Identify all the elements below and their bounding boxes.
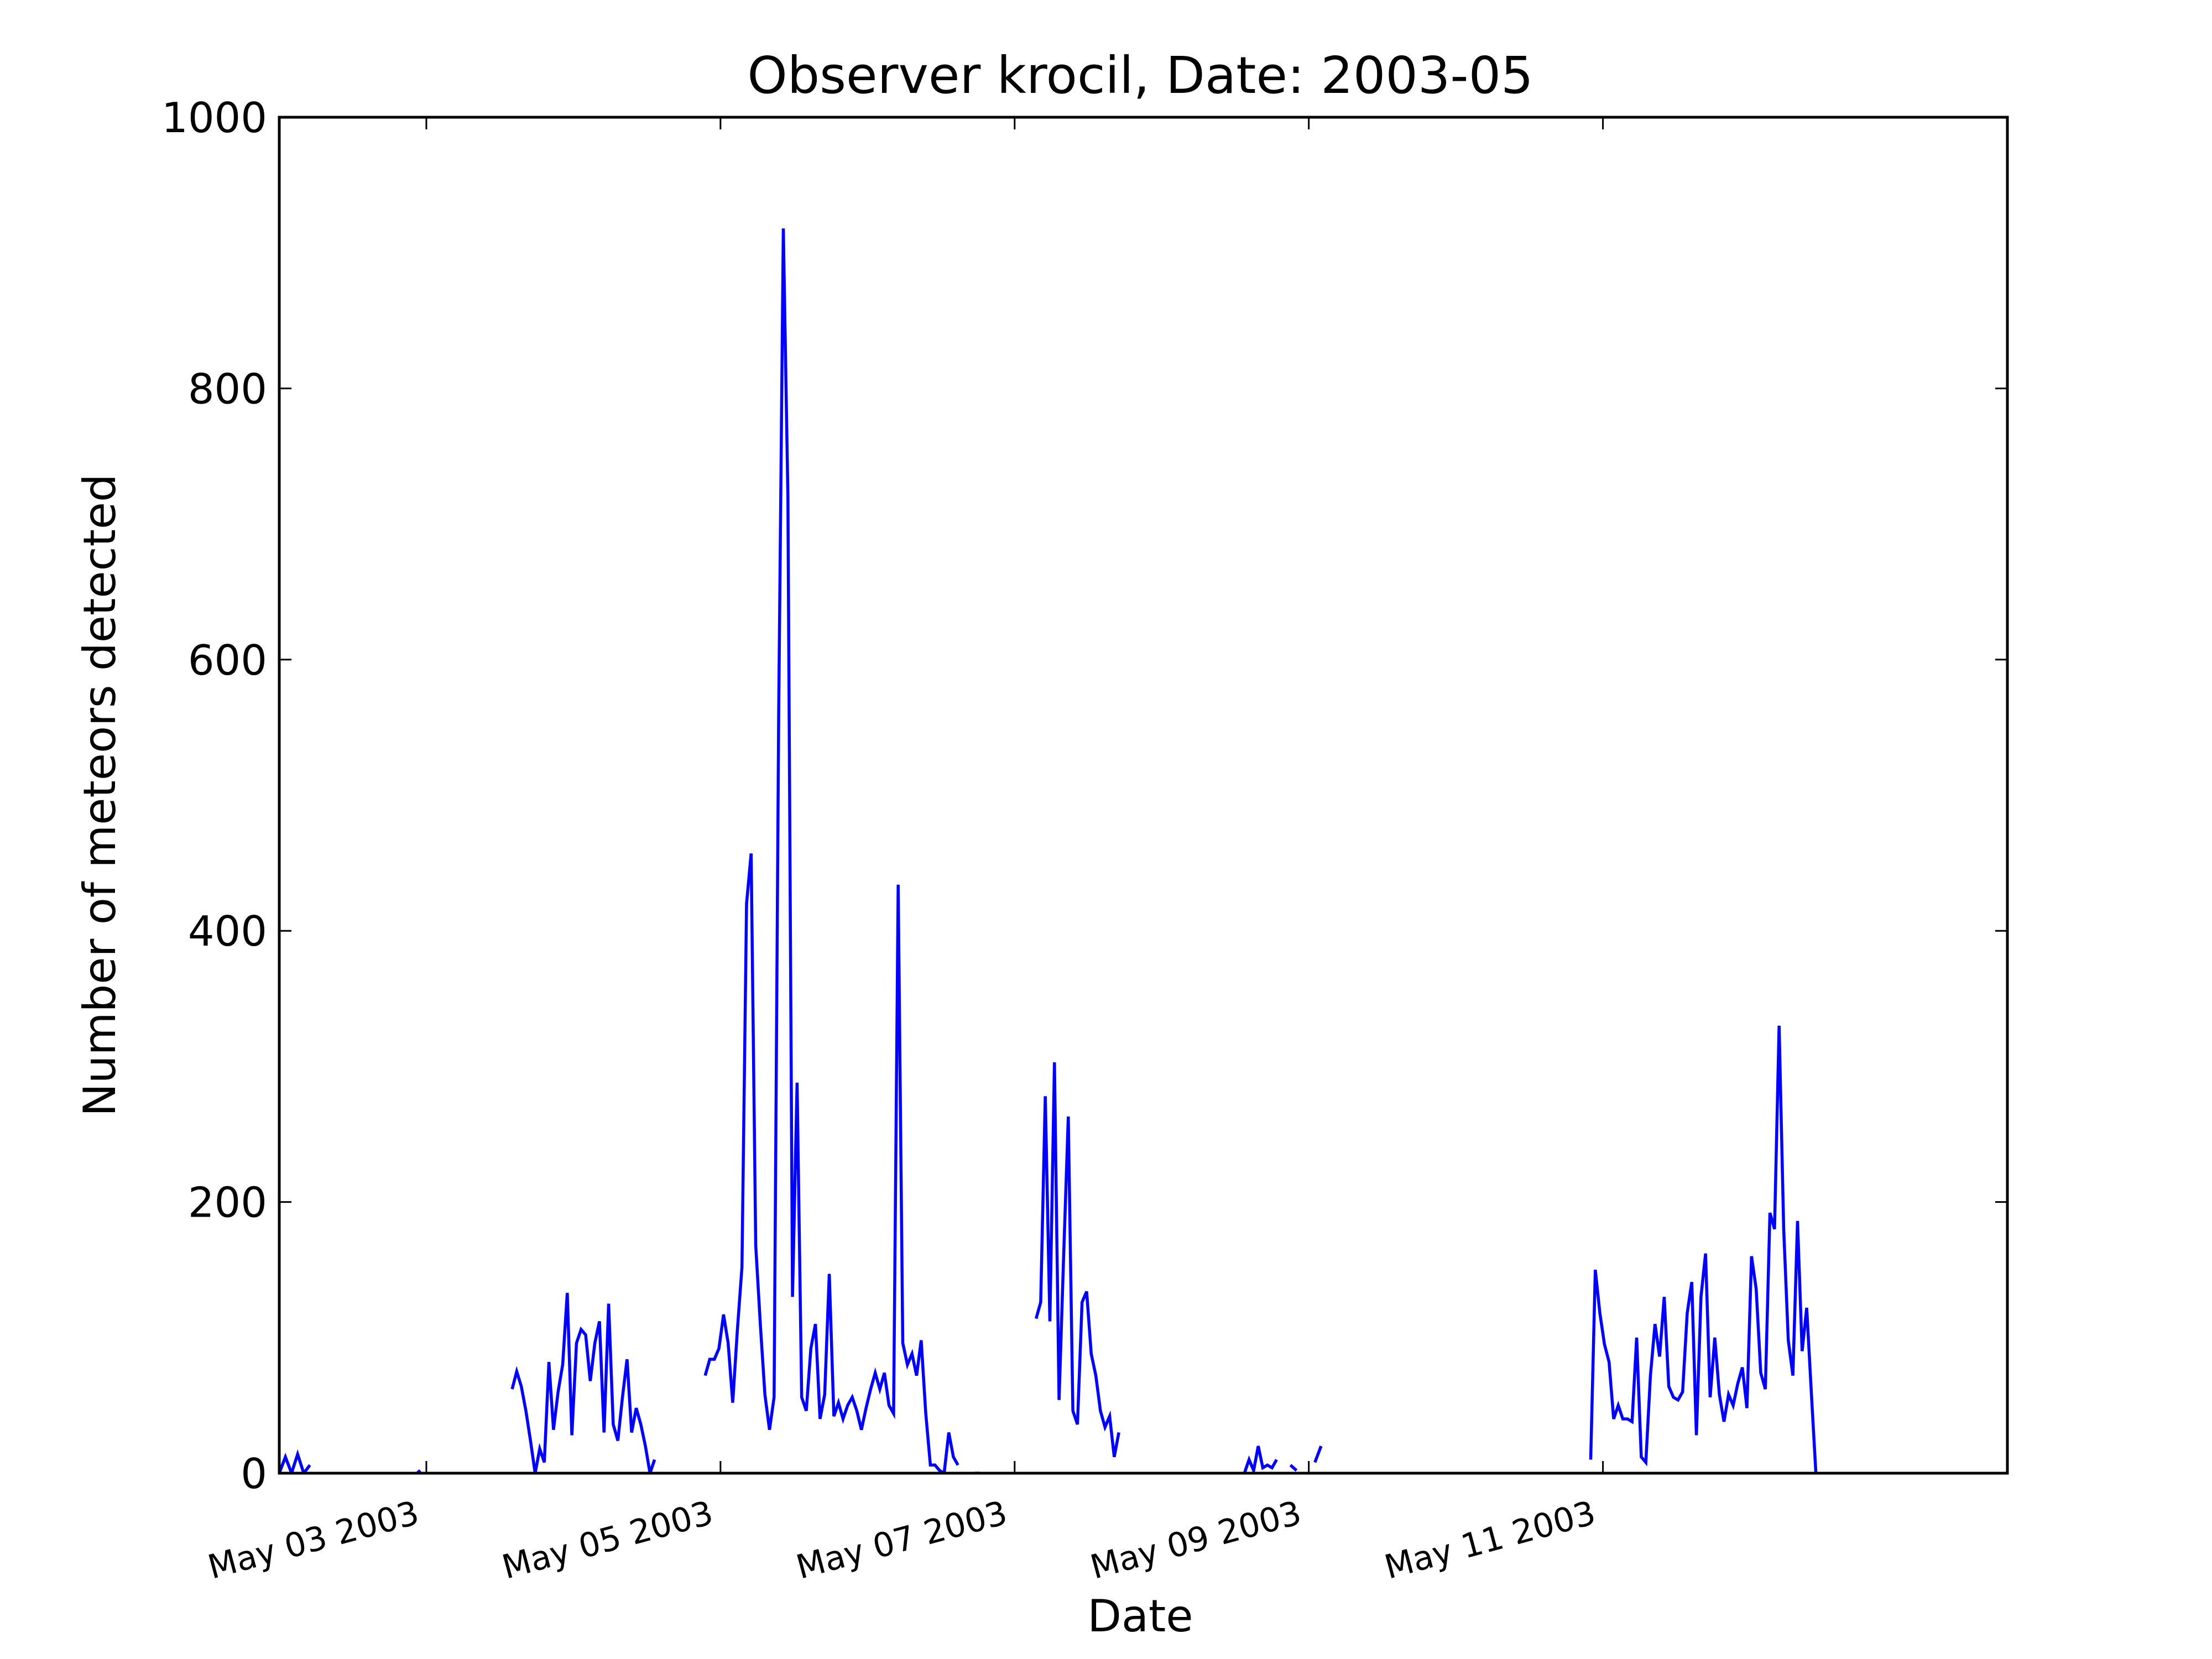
series-line-segment xyxy=(1289,1464,1298,1472)
y-tick-label: 600 xyxy=(188,636,267,685)
series-line-segment xyxy=(510,1292,656,1473)
x-axis-label: Date xyxy=(1087,1590,1193,1642)
axis-ticks xyxy=(279,116,2007,1474)
series-line-segment xyxy=(1243,1446,1278,1473)
y-tick-label: 800 xyxy=(188,364,267,413)
chart-title: Observer krocil, Date: 2003-05 xyxy=(747,46,1533,105)
y-tick-label: 200 xyxy=(188,1178,267,1227)
y-axis-label: Number of meteors detected xyxy=(74,474,126,1117)
series-line-segment xyxy=(1589,1025,1818,1473)
y-tick-label: 1000 xyxy=(161,93,267,142)
axes-frame xyxy=(278,116,2009,1475)
series-line-segment xyxy=(703,228,959,1473)
y-tick-label: 400 xyxy=(188,907,267,956)
y-tick-label: 0 xyxy=(241,1449,267,1498)
plot-area xyxy=(279,228,1818,1473)
series-line-segment xyxy=(1034,1062,1120,1458)
y-tick-labels: 0 200 400 600 800 1000 xyxy=(161,93,267,1498)
series-line-segment xyxy=(1313,1446,1323,1463)
